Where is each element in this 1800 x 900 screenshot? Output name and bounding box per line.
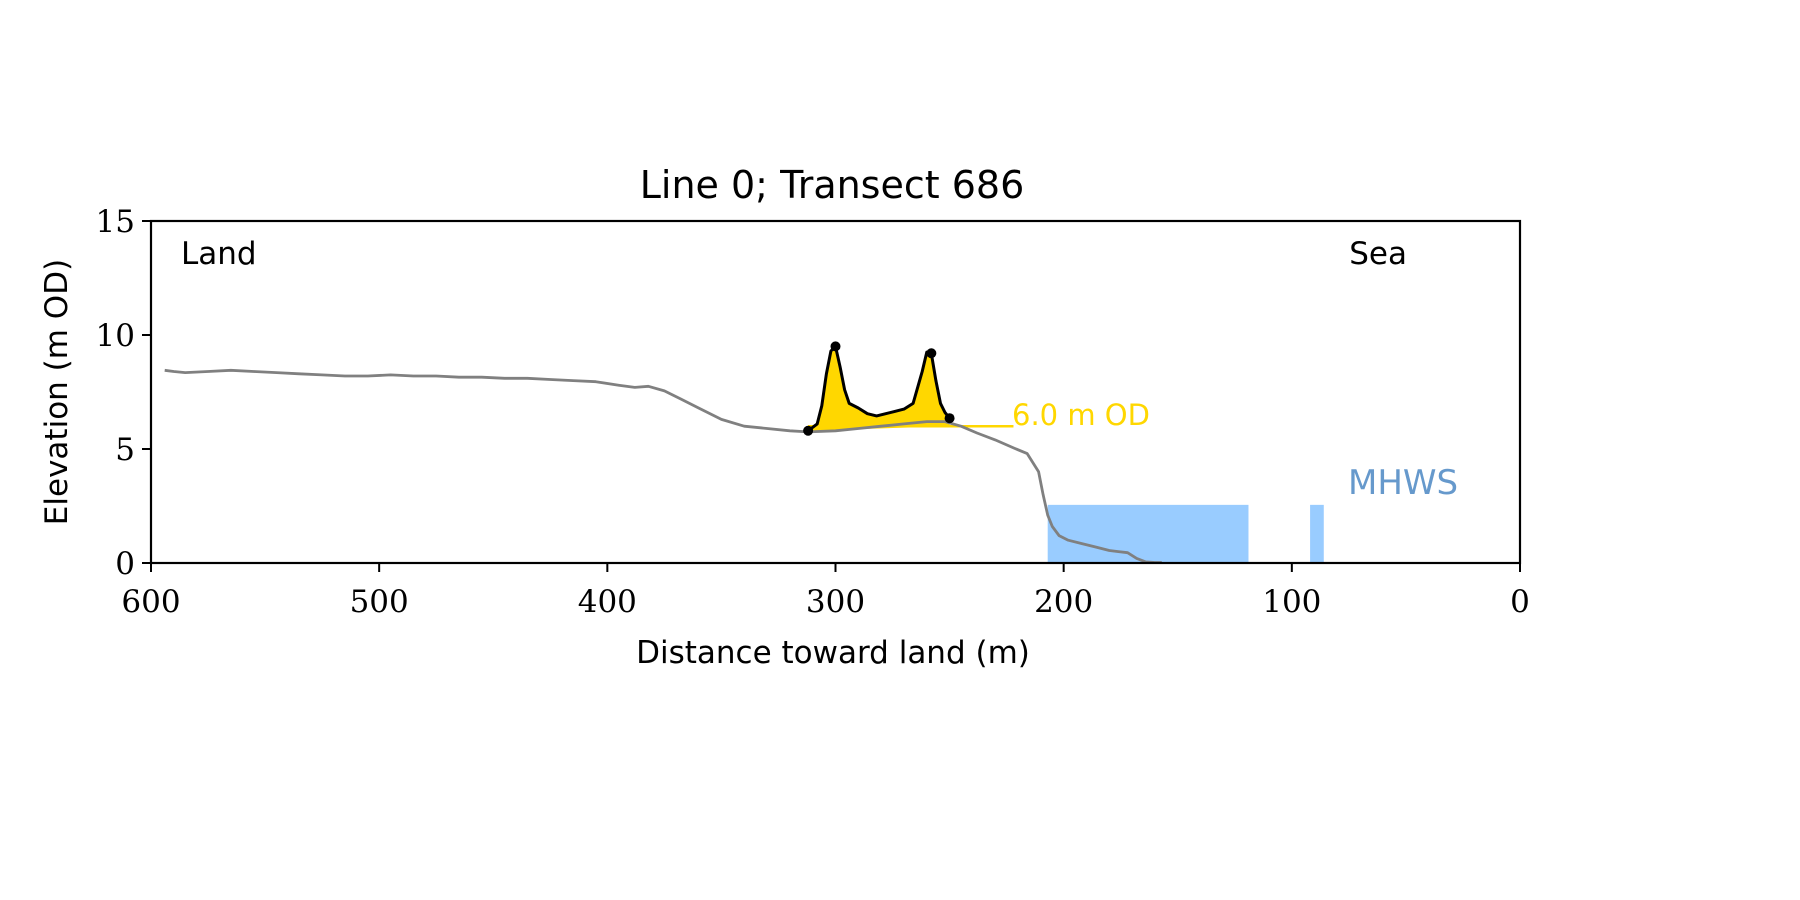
- fill-layer: [808, 346, 1324, 563]
- dune-outline-line: [807, 344, 951, 432]
- x-axis: 600 500 400 300 200 100 0: [121, 563, 1530, 620]
- x-tick-label: 0: [1510, 584, 1530, 620]
- y-tick-label: 15: [96, 204, 135, 240]
- dune-marker-point: [944, 413, 955, 424]
- x-tick-label: 100: [1262, 584, 1321, 620]
- dune-marker-point: [926, 348, 937, 359]
- y-tick-label: 5: [115, 432, 135, 468]
- line-layer: [164, 344, 1162, 564]
- y-tick-label: 0: [115, 546, 135, 582]
- y-axis-label: Elevation (m OD): [39, 259, 75, 525]
- x-tick-label: 200: [1034, 584, 1093, 620]
- corner-label-land: Land: [181, 236, 257, 272]
- y-axis: 0 5 10 15: [96, 204, 151, 582]
- mhws-water-fill: [1310, 504, 1324, 563]
- corner-label-sea: Sea: [1349, 236, 1407, 272]
- x-tick-label: 500: [350, 584, 409, 620]
- dune-volume-fill: [808, 346, 950, 431]
- y-tick-label: 10: [96, 318, 135, 354]
- dune-marker-point: [830, 341, 841, 352]
- chart-title: Line 0; Transect 686: [640, 163, 1025, 207]
- x-tick-label: 600: [121, 584, 180, 620]
- mhws-water-fill: [1047, 504, 1249, 563]
- x-tick-label: 300: [806, 584, 865, 620]
- mhws-label: MHWS: [1348, 463, 1458, 503]
- x-axis-label: Distance toward land (m): [636, 635, 1030, 671]
- ground-profile-line: [164, 368, 1162, 564]
- dune-marker-point: [803, 425, 814, 436]
- x-tick-label: 400: [578, 584, 637, 620]
- threshold-label: 6.0 m OD: [1012, 398, 1150, 432]
- marker-layer: [803, 341, 955, 436]
